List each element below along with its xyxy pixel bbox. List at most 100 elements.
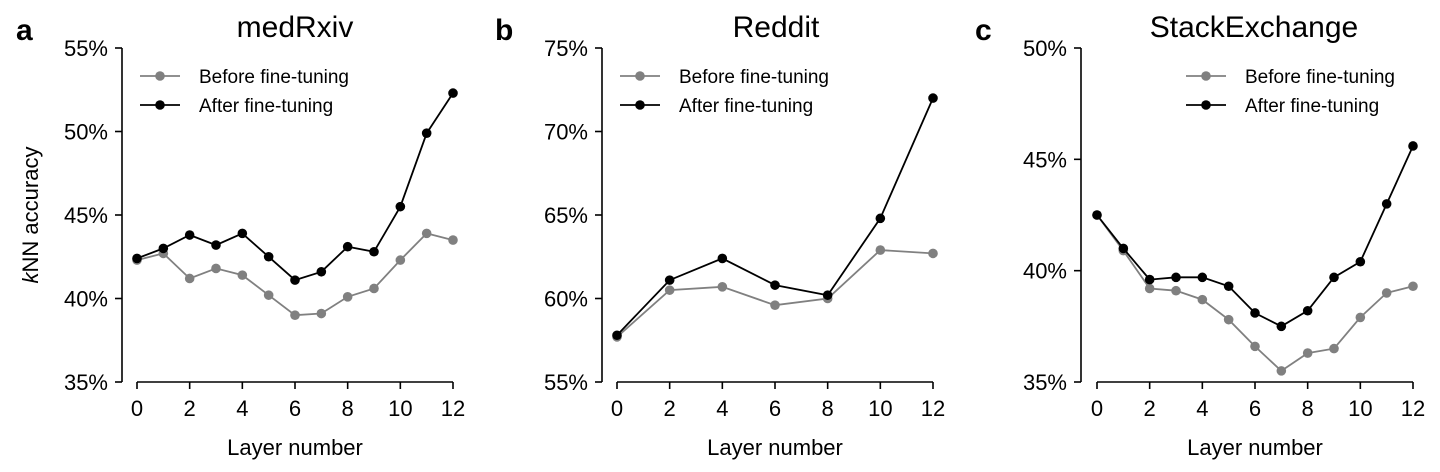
- data-point-after: [770, 280, 780, 290]
- y-tick-label: 70%: [544, 120, 588, 145]
- data-point-before: [448, 235, 458, 245]
- data-point-before: [1223, 314, 1234, 325]
- x-tick-label: 12: [441, 396, 465, 421]
- data-point-before: [875, 245, 886, 255]
- x-tick-label: 4: [1196, 396, 1208, 421]
- y-tick-label: 45%: [64, 203, 108, 228]
- x-tick-label: 6: [769, 396, 781, 421]
- data-point-after: [1302, 305, 1313, 316]
- x-tick-label: 8: [342, 396, 354, 421]
- chart-title: medRxiv: [237, 11, 354, 44]
- data-point-after: [928, 93, 938, 103]
- y-axis-label: kNN accuracy: [18, 147, 43, 284]
- x-tick-label: 10: [1348, 396, 1372, 421]
- x-tick-label: 12: [921, 396, 945, 421]
- data-point-after: [1408, 141, 1418, 151]
- y-tick-label: 50%: [64, 120, 108, 145]
- data-point-after: [1355, 256, 1366, 267]
- x-axis-label: Layer number: [227, 435, 363, 460]
- data-point-before: [928, 248, 938, 259]
- data-point-after: [1276, 321, 1287, 332]
- chart-title: StackExchange: [1150, 11, 1358, 44]
- legend-marker-after: [1201, 100, 1211, 110]
- data-point-before: [1171, 285, 1181, 296]
- y-tick-label: 65%: [544, 203, 588, 228]
- data-point-after: [421, 128, 432, 138]
- data-point-after: [1171, 272, 1181, 283]
- data-point-after: [1381, 199, 1392, 209]
- y-tick-label: 40%: [1023, 259, 1067, 284]
- data-point-after: [822, 290, 833, 300]
- y-tick-label: 40%: [64, 287, 108, 312]
- data-point-after: [1250, 308, 1260, 318]
- panel-c: c StackExchange 35% 40% 45% 50% 0 2 4 6 8 10 12 Layer…: [975, 11, 1425, 460]
- data-point-after: [342, 241, 353, 252]
- data-point-after: [369, 246, 379, 257]
- data-point-after: [263, 251, 274, 262]
- x-tick-label: 8: [822, 396, 834, 421]
- data-point-after: [1092, 210, 1102, 220]
- series-line-before: [616, 249, 934, 338]
- data-point-before: [770, 300, 780, 310]
- legend-marker-after: [635, 100, 645, 110]
- y-tick-label: 75%: [544, 36, 588, 61]
- data-point-after: [1197, 272, 1208, 283]
- data-point-before: [1302, 348, 1313, 358]
- x-tick-label: 12: [1401, 396, 1425, 421]
- x-tick-label: 2: [1144, 396, 1156, 421]
- data-point-before: [717, 282, 728, 292]
- data-point-before: [1381, 288, 1392, 298]
- x-tick-label: 0: [131, 396, 143, 421]
- legend-marker-before: [155, 71, 165, 81]
- data-point-after: [395, 201, 406, 212]
- legend: Before fine-tuning After fine-tuning: [140, 67, 349, 117]
- panel-letter: a: [16, 14, 33, 47]
- legend-label-after: After fine-tuning: [679, 96, 813, 117]
- data-point-before: [237, 270, 248, 280]
- data-point-before: [1355, 312, 1366, 323]
- data-point-before: [211, 263, 221, 274]
- data-point-before: [290, 310, 300, 321]
- data-point-after: [290, 275, 300, 285]
- series-line-after: [136, 92, 454, 282]
- legend-label-before: Before fine-tuning: [679, 67, 829, 88]
- y-axis-label-italic: k: [18, 271, 43, 283]
- data-point-after: [664, 275, 675, 285]
- x-tick-label: 0: [1091, 396, 1103, 421]
- data-point-before: [1144, 283, 1155, 294]
- legend-label-after: After fine-tuning: [1245, 96, 1379, 117]
- x-tick-label: 8: [1302, 396, 1314, 421]
- panel-letter: c: [975, 14, 992, 47]
- legend-label-before: Before fine-tuning: [199, 67, 349, 88]
- data-point-before: [1276, 366, 1287, 376]
- data-point-before: [1329, 343, 1339, 354]
- data-point-before: [342, 292, 353, 302]
- x-tick-label: 10: [388, 396, 412, 421]
- legend-label-before: Before fine-tuning: [1245, 67, 1395, 88]
- x-tick-label: 10: [868, 396, 892, 421]
- data-point-after: [612, 330, 622, 341]
- data-point-before: [395, 255, 406, 265]
- data-point-after: [211, 240, 221, 250]
- data-point-after: [1144, 274, 1155, 285]
- data-point-before: [263, 290, 274, 300]
- y-tick-label: 55%: [544, 370, 588, 395]
- y-tick-label: 55%: [64, 36, 108, 61]
- data-point-after: [1223, 281, 1234, 292]
- panel-letter: b: [495, 14, 513, 47]
- legend: Before fine-tuning After fine-tuning: [620, 67, 829, 117]
- x-tick-label: 0: [611, 396, 623, 421]
- data-point-after: [158, 243, 169, 254]
- data-point-before: [1250, 341, 1260, 352]
- series-line-before: [136, 232, 454, 317]
- y-tick-label: 35%: [64, 370, 108, 395]
- chart-title: Reddit: [733, 11, 820, 44]
- x-tick-label: 2: [184, 396, 196, 421]
- data-point-before: [316, 308, 327, 319]
- data-point-after: [1118, 243, 1129, 254]
- data-point-after: [717, 253, 728, 264]
- x-tick-label: 4: [236, 396, 248, 421]
- series-line-after: [616, 97, 934, 336]
- y-axis-label-rest: NN accuracy: [18, 147, 43, 273]
- x-tick-label: 6: [1249, 396, 1261, 421]
